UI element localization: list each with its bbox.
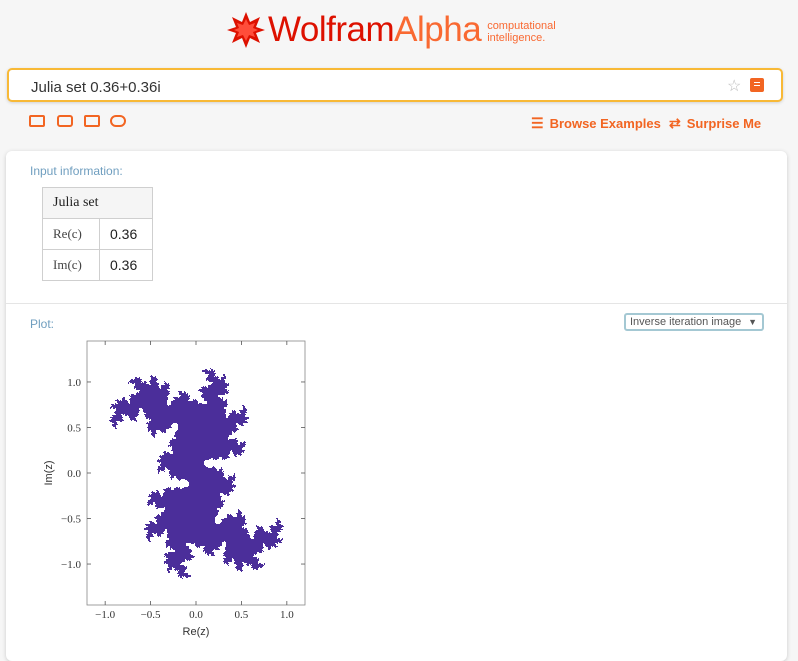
brand-tagline: computational intelligence. xyxy=(487,20,556,44)
row-label: Im(c) xyxy=(42,249,100,281)
x-tick-label: −1.0 xyxy=(95,609,115,621)
file-upload-icon[interactable] xyxy=(110,115,126,127)
wolfram-star-icon xyxy=(227,12,265,48)
results-container: Input information: Julia set Re(c) 0.36 … xyxy=(6,151,787,661)
pod-divider xyxy=(6,303,787,304)
input-pod-title: Input information: xyxy=(30,164,123,178)
browse-examples-link[interactable]: ☰ Browse Examples xyxy=(531,115,661,131)
x-tick-label: −0.5 xyxy=(141,609,161,621)
keyboard-icon[interactable] xyxy=(29,115,45,127)
camera-icon[interactable] xyxy=(57,115,73,127)
row-label: Re(c) xyxy=(42,218,100,250)
x-tick-label: 0.5 xyxy=(235,609,249,621)
wolfram-alpha-logo[interactable]: WolframAlpha computational intelligence. xyxy=(226,10,556,50)
favorite-star-icon[interactable]: ☆ xyxy=(727,78,742,95)
y-tick-label: −0.5 xyxy=(61,514,81,526)
y-tick-label: 1.0 xyxy=(67,377,81,389)
julia-points xyxy=(109,368,284,579)
menu-lines-icon: ☰ xyxy=(531,115,544,131)
x-tick-label: 0.0 xyxy=(189,609,203,621)
table-upload-icon[interactable] xyxy=(84,115,100,127)
x-axis-label: Re(z) xyxy=(183,626,210,638)
y-axis-label: Im(z) xyxy=(43,460,55,485)
table-row: Im(c) 0.36 xyxy=(42,249,153,281)
brand-name: WolframAlpha xyxy=(268,10,482,49)
x-tick-label: 1.0 xyxy=(280,609,294,621)
row-value: 0.36 xyxy=(99,249,153,281)
y-tick-label: 0.0 xyxy=(67,468,81,480)
toolbar: ☰ Browse Examples ⇄ Surprise Me xyxy=(0,114,798,132)
row-value: 0.36 xyxy=(99,218,153,250)
plot-type-dropdown[interactable]: Inverse iteration image ▼ xyxy=(624,313,764,331)
julia-set-plot: −1.0 −0.5 0.0 0.5 1.0 −1.0 −0.5 0.0 0.5 1.0 Re(z) I… xyxy=(43,340,306,638)
input-info-table: Julia set Re(c) 0.36 Im(c) 0.36 xyxy=(42,187,153,281)
surprise-me-link[interactable]: ⇄ Surprise Me xyxy=(669,115,762,131)
search-bar: ☆ xyxy=(7,68,783,102)
y-tick-label: −1.0 xyxy=(61,559,81,571)
compute-button[interactable] xyxy=(750,78,764,92)
input-info-header: Julia set xyxy=(42,187,153,219)
table-row: Re(c) 0.36 xyxy=(42,218,153,250)
plot-pod-title: Plot: xyxy=(30,317,55,331)
search-input[interactable] xyxy=(29,77,713,97)
shuffle-icon: ⇄ xyxy=(669,115,681,131)
julia-set-points xyxy=(109,368,284,579)
y-tick-label: 0.5 xyxy=(67,422,81,434)
chevron-down-icon: ▼ xyxy=(748,317,757,327)
